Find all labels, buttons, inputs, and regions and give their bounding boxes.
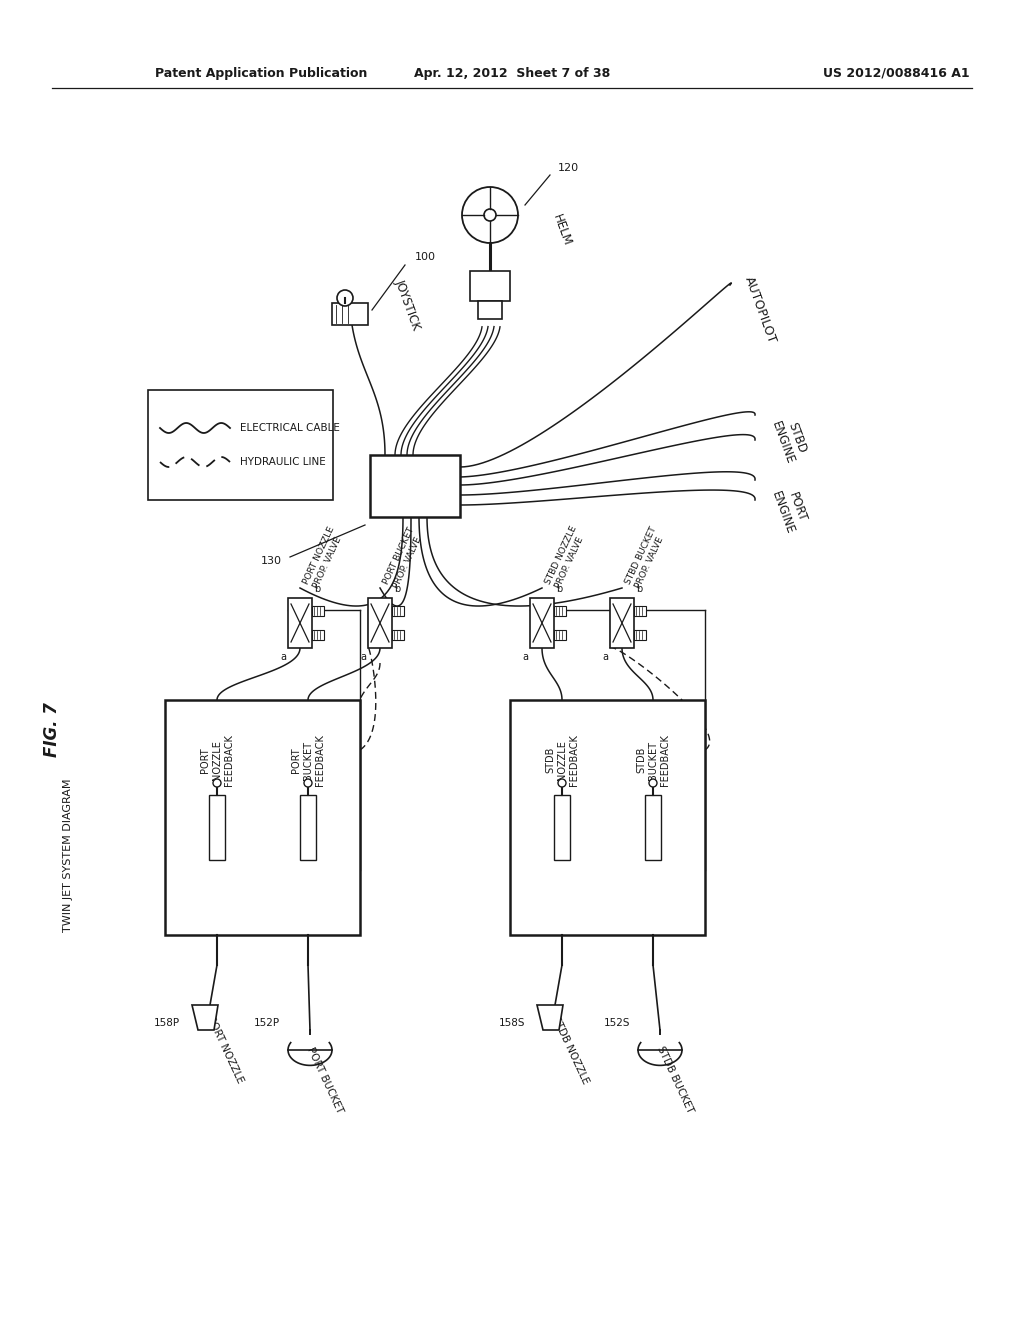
Text: Apr. 12, 2012  Sheet 7 of 38: Apr. 12, 2012 Sheet 7 of 38 <box>414 66 610 79</box>
Text: 152P: 152P <box>254 1018 280 1028</box>
Polygon shape <box>193 1005 218 1030</box>
Text: STDB
BUCKET
FEEDBACK: STDB BUCKET FEEDBACK <box>636 734 670 785</box>
Text: 24 VDC: 24 VDC <box>384 490 446 504</box>
Text: AUTOPILOT: AUTOPILOT <box>741 275 778 346</box>
Circle shape <box>213 779 221 787</box>
Text: PORT BUCKET: PORT BUCKET <box>305 1045 344 1114</box>
Bar <box>370 455 460 517</box>
Text: PORT
ENGINE: PORT ENGINE <box>769 484 811 536</box>
Text: a: a <box>360 652 366 663</box>
Text: 100: 100 <box>415 252 436 261</box>
Text: b: b <box>394 583 400 594</box>
Bar <box>392 606 404 616</box>
Bar <box>300 795 316 861</box>
Text: FIG. 7: FIG. 7 <box>43 702 61 758</box>
Circle shape <box>337 290 353 306</box>
Bar <box>470 271 510 301</box>
Text: PORT BUCKET
PROP. VALVE: PORT BUCKET PROP. VALVE <box>382 525 426 590</box>
Bar <box>554 606 566 616</box>
Text: 130: 130 <box>261 556 282 566</box>
Text: CONTROL BOX: CONTROL BOX <box>376 467 455 477</box>
Text: b: b <box>636 583 642 594</box>
Text: PORT
BUCKET
FEEDBACK: PORT BUCKET FEEDBACK <box>292 734 325 785</box>
Text: STDB
NOZZLE
FEEDBACK: STDB NOZZLE FEEDBACK <box>546 734 579 785</box>
Text: STBD BUCKET
PROP. VALVE: STBD BUCKET PROP. VALVE <box>624 525 668 590</box>
Bar <box>288 598 312 648</box>
Bar <box>312 630 324 640</box>
Bar <box>510 700 705 935</box>
Bar <box>478 301 502 319</box>
Text: PORT
NOZZLE
FEEDBACK: PORT NOZZLE FEEDBACK <box>201 734 233 785</box>
Text: ELECTRICAL CABLE: ELECTRICAL CABLE <box>240 422 340 433</box>
Bar <box>530 598 554 648</box>
Text: STDB BUCKET: STDB BUCKET <box>655 1045 695 1115</box>
Text: a: a <box>522 652 528 663</box>
Text: 120: 120 <box>558 162 580 173</box>
Text: b: b <box>314 583 321 594</box>
Circle shape <box>462 187 518 243</box>
Text: 158S: 158S <box>499 1018 525 1028</box>
Bar <box>392 630 404 640</box>
Bar <box>634 630 646 640</box>
Bar <box>312 606 324 616</box>
Bar <box>610 598 634 648</box>
Text: 152S: 152S <box>603 1018 630 1028</box>
Bar <box>645 795 662 861</box>
Text: JOYSTICK: JOYSTICK <box>393 279 423 333</box>
Text: Patent Application Publication: Patent Application Publication <box>155 66 368 79</box>
Text: PORT NOZZLE: PORT NOZZLE <box>205 1015 245 1085</box>
Circle shape <box>558 779 566 787</box>
Polygon shape <box>537 1005 563 1030</box>
Text: b: b <box>556 583 562 594</box>
Text: TWIN JET SYSTEM DIAGRAM: TWIN JET SYSTEM DIAGRAM <box>63 779 73 932</box>
Text: a: a <box>602 652 608 663</box>
Text: a: a <box>280 652 286 663</box>
Bar <box>148 389 333 500</box>
Bar <box>554 630 566 640</box>
Circle shape <box>649 779 657 787</box>
Text: US 2012/0088416 A1: US 2012/0088416 A1 <box>823 66 970 79</box>
Circle shape <box>304 779 312 787</box>
Text: 158P: 158P <box>154 1018 180 1028</box>
Bar <box>634 606 646 616</box>
Text: STBD
ENGINE: STBD ENGINE <box>769 414 811 466</box>
Bar <box>368 598 392 648</box>
Text: STDB NOZZLE: STDB NOZZLE <box>550 1015 590 1085</box>
Bar <box>165 700 360 935</box>
Bar <box>332 304 368 325</box>
Bar <box>209 795 225 861</box>
Text: PORT NOZZLE
PROP. VALVE: PORT NOZZLE PROP. VALVE <box>302 525 346 590</box>
Circle shape <box>484 209 496 220</box>
Text: HELM: HELM <box>550 213 573 248</box>
Bar <box>554 795 570 861</box>
Text: STBD NOZZLE
PROP. VALVE: STBD NOZZLE PROP. VALVE <box>544 524 589 590</box>
Text: HYDRAULIC LINE: HYDRAULIC LINE <box>240 457 326 467</box>
